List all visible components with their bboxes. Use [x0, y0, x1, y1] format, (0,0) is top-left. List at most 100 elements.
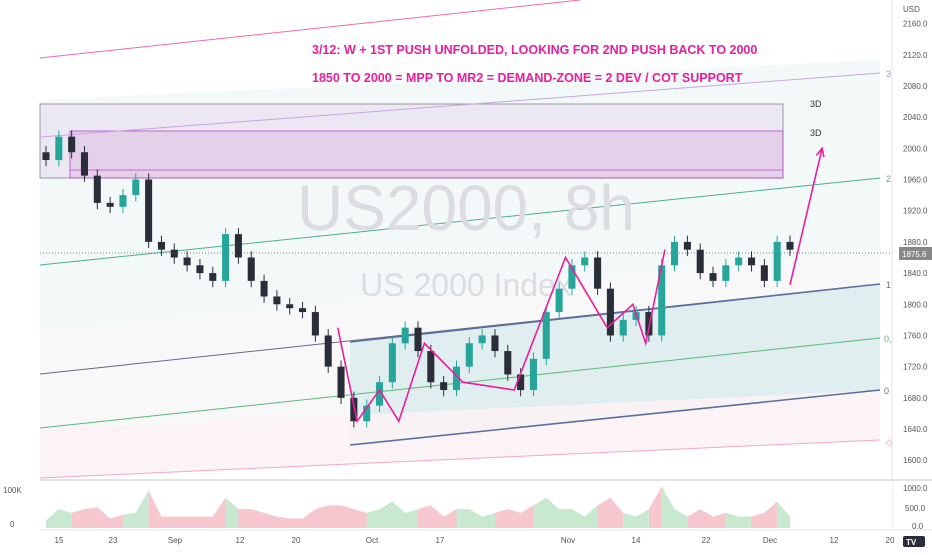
candle	[401, 327, 409, 344]
time-label: 20	[886, 536, 895, 545]
time-label: Sep	[168, 536, 183, 545]
watermark-name: US 2000 Index	[360, 267, 572, 303]
volume-tick-500: 500.0	[905, 504, 926, 513]
candle	[350, 397, 358, 422]
channel-line-top	[39, 0, 581, 59]
price-tick-1880: 1880.0	[903, 238, 928, 247]
candle	[222, 234, 230, 281]
last-price-badge	[899, 247, 932, 260]
projection-arrowhead	[815, 146, 825, 158]
time-label: 17	[436, 536, 445, 545]
price-axis[interactable]	[892, 0, 932, 480]
watermark-symbol: US2000, 8h	[297, 172, 635, 244]
candle	[594, 257, 602, 289]
candle	[80, 152, 89, 176]
time-label: 15	[55, 536, 64, 545]
candle	[709, 273, 717, 281]
channel-label-3: 3	[886, 69, 891, 79]
candle	[93, 175, 101, 203]
candle	[773, 241, 781, 281]
candle	[478, 335, 486, 344]
candle	[106, 202, 114, 207]
annotation-line-1[interactable]: 3/12: W + 1ST PUSH UNFOLDED, LOOKING FOR…	[312, 43, 757, 57]
candle	[286, 304, 294, 309]
candle	[529, 358, 537, 391]
candle	[247, 257, 255, 281]
candle	[299, 308, 307, 313]
candle	[619, 319, 627, 336]
channel-line-2	[39, 177, 881, 266]
candle	[388, 343, 396, 383]
candle	[324, 335, 332, 367]
candle	[55, 136, 63, 161]
time-label: Dec	[763, 536, 777, 545]
time-label: Oct	[366, 536, 379, 545]
candle	[696, 249, 704, 274]
price-tick-1680: 1680.0	[903, 394, 928, 403]
volume-area-red	[71, 486, 791, 528]
candle	[375, 382, 384, 406]
candle	[760, 265, 768, 281]
candle	[157, 241, 165, 250]
candle	[183, 257, 191, 266]
price-tick-1840: 1840.0	[903, 269, 928, 278]
price-tick-2080: 2080.0	[903, 82, 928, 91]
time-axis[interactable]: 15 23 Sep 12 20 Oct 17 Nov 14 22 Dec 12 20	[55, 536, 895, 545]
candle	[119, 195, 127, 207]
channel-line-neg	[39, 439, 881, 479]
channel-label-0: 0	[884, 386, 889, 396]
candle	[196, 265, 204, 274]
currency-label: USD	[903, 5, 920, 14]
candle	[452, 366, 461, 391]
candle	[209, 273, 217, 281]
candle	[735, 257, 743, 266]
candle	[427, 351, 435, 383]
volume-tick-0: 0.0	[912, 522, 924, 531]
candle	[260, 280, 268, 297]
channel-label-1: 1	[886, 280, 891, 290]
time-label: 12	[830, 536, 839, 545]
candle	[170, 249, 178, 258]
zone-label-inner: 3D	[810, 128, 822, 138]
price-tick-1760: 1760.0	[903, 331, 928, 340]
time-label: 20	[292, 536, 301, 545]
price-tick-1720: 1720.0	[903, 363, 928, 372]
time-label: 22	[702, 536, 711, 545]
price-tick-2120: 2120.0	[903, 51, 928, 60]
candle	[555, 288, 563, 313]
demand-zone-inner[interactable]	[69, 130, 784, 179]
pattern-drawings	[337, 146, 825, 424]
candle	[606, 288, 614, 336]
price-tick-1800: 1800.0	[903, 300, 928, 309]
channel-label-2: 2	[886, 174, 891, 184]
svg-text:TV: TV	[906, 538, 917, 547]
channel-line-3	[39, 72, 881, 138]
candle	[42, 152, 50, 161]
price-ticks: 2160.0 2120.0 2080.0 2040.0 2000.0 1960.0 1920…	[903, 20, 928, 466]
channel-lower-line	[349, 389, 881, 446]
price-tick-1920: 1920.0	[903, 207, 928, 216]
annotation-line-2[interactable]: 1850 TO 2000 = MPP TO MR2 = DEMAND-ZONE …	[312, 71, 743, 85]
candle	[465, 343, 473, 367]
channel-label-neg: -0,	[884, 438, 895, 448]
price-tick-2000: 2000.0	[903, 144, 928, 153]
volume-area-green	[46, 486, 790, 528]
projection-arrow[interactable]	[789, 148, 823, 285]
price-tick-2040: 2040.0	[903, 113, 928, 122]
channel-fill	[350, 285, 880, 445]
last-price-label: 1875.6	[902, 250, 927, 259]
volume-left-label: 100K	[3, 486, 22, 495]
w-pattern-path[interactable]	[337, 249, 666, 424]
candlesticks	[42, 130, 794, 428]
price-tick-1640: 1640.0	[903, 425, 928, 434]
candle	[786, 241, 794, 250]
zone-label-outer: 3D	[810, 99, 822, 109]
candle	[273, 296, 281, 305]
candle	[337, 366, 345, 398]
volume-tick-1000: 1000.0	[903, 484, 928, 493]
candle	[440, 382, 448, 391]
channel-label-05: 0,5	[884, 334, 897, 344]
candle	[234, 234, 242, 258]
